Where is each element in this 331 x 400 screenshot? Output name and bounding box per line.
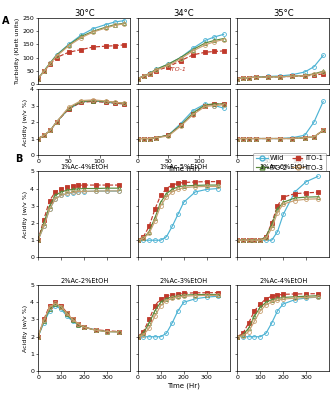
Title: 35°C: 35°C: [273, 9, 294, 18]
Title: 1%Ac-4%EtOH: 1%Ac-4%EtOH: [60, 164, 108, 170]
Title: 1%Ac-6%EtOH: 1%Ac-6%EtOH: [259, 164, 307, 170]
Text: B: B: [15, 154, 22, 164]
Text: A: A: [2, 16, 9, 26]
Y-axis label: Acidity (w/v %): Acidity (w/v %): [23, 304, 28, 352]
Title: 2%Ac-2%EtOH: 2%Ac-2%EtOH: [60, 278, 108, 284]
Legend: Wild, ITO-2, ITO-1, ITO-3: Wild, ITO-2, ITO-1, ITO-3: [254, 153, 326, 173]
X-axis label: Time (Hr): Time (Hr): [167, 382, 200, 389]
Title: 2%Ac-3%EtOH: 2%Ac-3%EtOH: [160, 278, 208, 284]
Y-axis label: Acidity (w/v %): Acidity (w/v %): [23, 191, 28, 238]
Title: 30°C: 30°C: [74, 9, 94, 18]
Text: ITO-1: ITO-1: [169, 67, 186, 72]
Title: 34°C: 34°C: [173, 9, 194, 18]
Y-axis label: Acidity (w/v %): Acidity (w/v %): [23, 98, 28, 146]
Title: 1%Ac-5%EtOH: 1%Ac-5%EtOH: [160, 164, 208, 170]
Title: 2%Ac-4%EtOH: 2%Ac-4%EtOH: [259, 278, 307, 284]
X-axis label: Time (Hr): Time (Hr): [167, 166, 200, 172]
Y-axis label: Turbidity (Klett units): Turbidity (Klett units): [15, 18, 20, 84]
